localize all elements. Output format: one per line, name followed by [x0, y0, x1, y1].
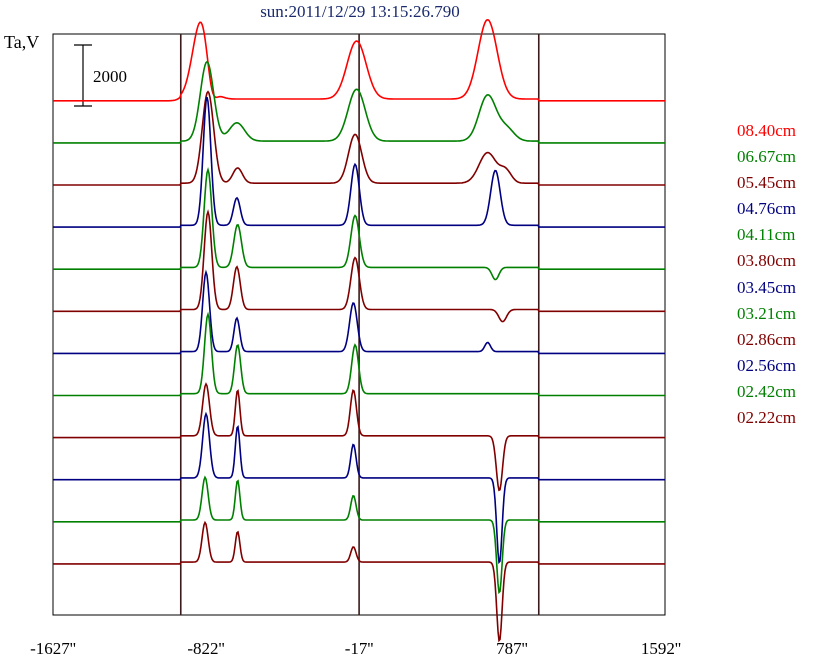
- legend: 08.40cm 06.67cm 05.45cm 04.76cm 04.11cm 03.80…: [737, 118, 813, 431]
- legend-item: 03.80cm: [737, 251, 797, 271]
- legend-item: 02.22cm: [737, 408, 797, 428]
- legend-item: 02.56cm: [737, 355, 797, 375]
- scale-bar: 2000: [74, 44, 127, 107]
- legend-item: 06.67cm: [737, 147, 797, 167]
- series-line-03.45cm: [53, 269, 665, 355]
- series-line-02.86cm: [53, 382, 665, 492]
- legend-item: 04.11cm: [737, 225, 796, 245]
- legend-item: 03.45cm: [737, 277, 797, 297]
- series-line-02.42cm: [53, 475, 665, 595]
- legend-item: 03.21cm: [737, 303, 797, 323]
- x-tick-label: 1592'': [641, 639, 681, 658]
- legend-item: 02.86cm: [737, 329, 797, 349]
- scale-bar-label: 2000: [93, 67, 127, 86]
- series-line-03.21cm: [53, 311, 665, 397]
- x-tick-label: -822'': [187, 639, 224, 658]
- series-line-03.80cm: [53, 209, 665, 323]
- series-line-04.11cm: [53, 167, 665, 281]
- series-line-05.45cm: [53, 90, 665, 186]
- legend-item: 08.40cm: [737, 121, 797, 140]
- legend-item: 05.45cm: [737, 173, 797, 193]
- legend-item: 02.42cm: [737, 381, 797, 401]
- y-axis-label: Ta,V: [4, 32, 40, 52]
- x-tick-label: -1627'': [30, 639, 76, 658]
- series-line-06.67cm: [53, 60, 665, 144]
- x-tick-label: 787'': [496, 639, 528, 658]
- series-line-02.22cm: [53, 520, 665, 643]
- legend-item: 04.76cm: [737, 199, 797, 219]
- chart-title: sun:2011/12/29 13:15:26.790: [260, 2, 460, 21]
- series-line-02.56cm: [53, 411, 665, 565]
- x-tick-label: -17'': [345, 639, 374, 658]
- series-line-04.76cm: [53, 97, 665, 228]
- series-line-08.40cm: [53, 18, 665, 102]
